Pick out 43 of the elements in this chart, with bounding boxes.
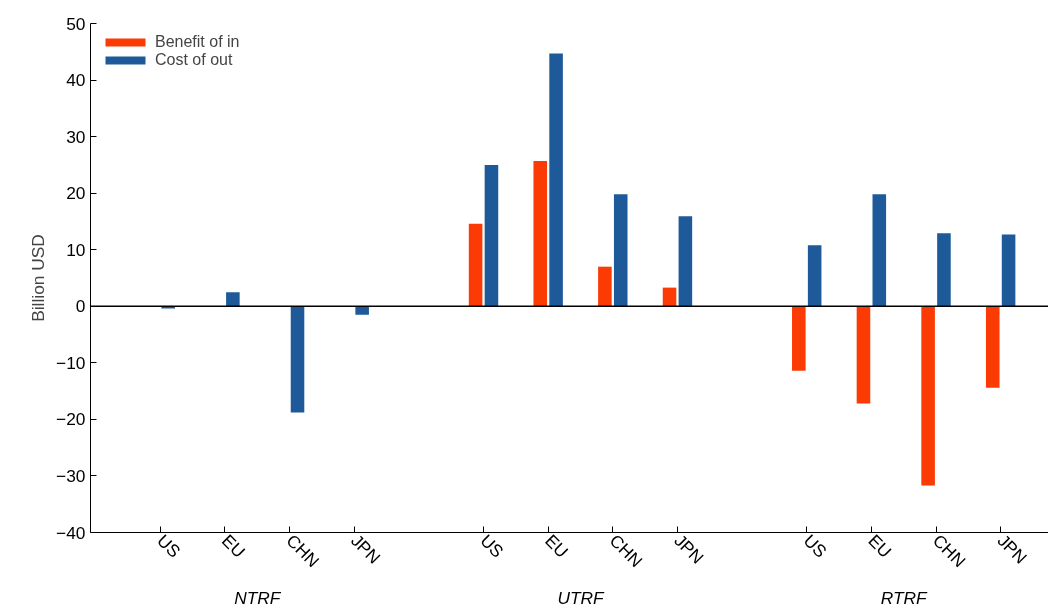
y-tick-label: 30 [66, 126, 86, 147]
bar [662, 287, 677, 307]
text: UTRF [557, 587, 605, 608]
text: RTRF [880, 587, 929, 608]
bar [468, 223, 483, 307]
x-tick-label: EU [864, 530, 896, 562]
y-tick-label: 20 [66, 183, 86, 204]
bar [985, 306, 1000, 388]
bar [921, 306, 935, 486]
bar [598, 266, 612, 307]
x-tick-label: JPN [670, 530, 708, 568]
y-tick-label: −30 [56, 465, 86, 486]
bar [533, 160, 548, 307]
y-tick-label: 50 [66, 13, 86, 34]
y-tick-label: 10 [66, 239, 86, 260]
bar [613, 194, 628, 307]
x-tick-label: EU [541, 530, 573, 562]
bar [872, 194, 887, 307]
x-tick-label: JPN [993, 530, 1031, 568]
x-tick-label: JPN [347, 530, 385, 568]
text: NTRF [234, 587, 282, 608]
bar [678, 216, 693, 307]
bar [484, 164, 499, 307]
x-tick-label: EU [217, 530, 250, 562]
y-tick-label: 40 [66, 70, 86, 91]
bar [290, 306, 305, 413]
y-tick-label: −20 [56, 409, 86, 430]
bar [226, 292, 240, 307]
bar [549, 53, 563, 307]
y-axis-title: Billion USD [28, 234, 49, 322]
legend-label: Benefit of in [155, 33, 240, 51]
bar [937, 233, 951, 307]
x-tick-label: US [153, 530, 185, 562]
bar [856, 306, 871, 404]
x-tick-label: US [799, 530, 831, 562]
legend-label: Cost of out [155, 51, 233, 69]
bar [807, 245, 822, 307]
x-tick-label: US [476, 530, 508, 562]
y-tick-label: 0 [75, 296, 86, 317]
bar [792, 306, 806, 371]
y-tick-label: −10 [56, 352, 86, 373]
y-tick-label: −40 [56, 522, 86, 543]
bar [1001, 234, 1016, 307]
